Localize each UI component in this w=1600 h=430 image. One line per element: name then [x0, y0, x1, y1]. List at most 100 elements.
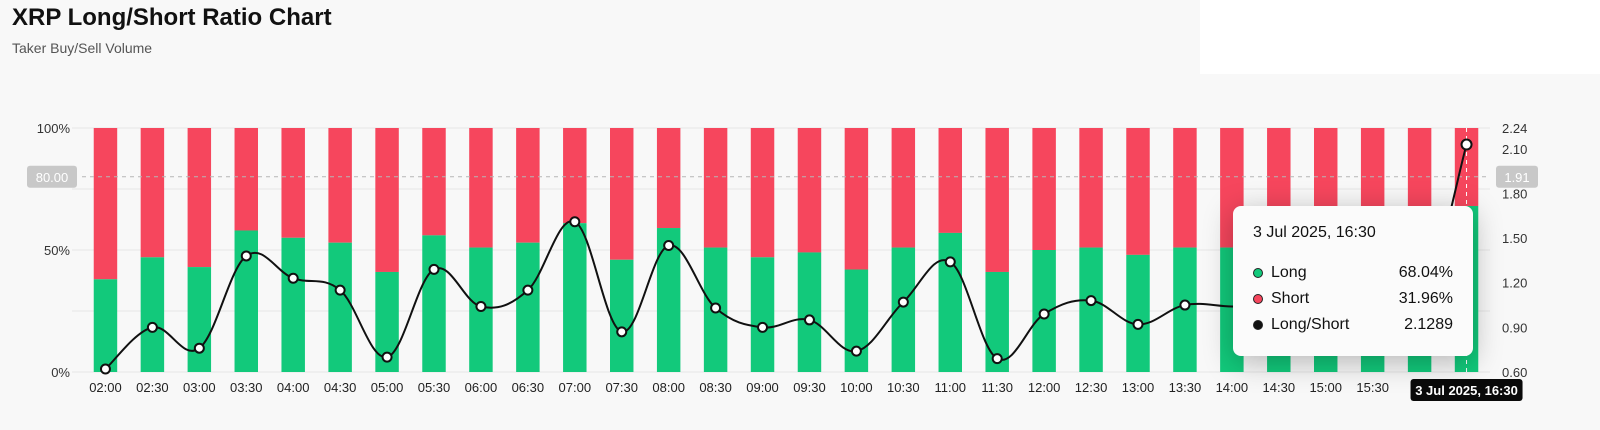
long-bar: [234, 230, 258, 372]
x-axis-tick-label: 15:30: [1356, 380, 1389, 395]
right-axis-tick-label: 2.24: [1502, 121, 1527, 136]
long-bar: [891, 247, 916, 372]
short-bar: [938, 128, 962, 233]
short-bar: [375, 128, 399, 272]
short-bar: [187, 128, 212, 268]
x-axis-tick-label: 02:00: [89, 380, 122, 395]
ratio-point: [240, 250, 252, 262]
x-axis-tick-label: 05:00: [371, 380, 404, 395]
x-axis-tick-label: 03:00: [183, 380, 216, 395]
tooltip-value-ratio: 2.1289: [1404, 316, 1453, 333]
ratio-point: [522, 284, 534, 296]
short-bar: [844, 128, 869, 270]
x-axis-tick-label: 11:30: [981, 380, 1013, 395]
x-axis-tick-label: 11:00: [934, 380, 966, 395]
x-axis-tick-label: 13:30: [1169, 380, 1202, 395]
ratio-point: [663, 240, 675, 252]
short-bar: [1454, 128, 1479, 206]
ratio-point: [1179, 299, 1191, 311]
long-bar: [516, 242, 540, 372]
short-bar: [1126, 128, 1150, 255]
x-axis-tick-label: 08:30: [699, 380, 732, 395]
ratio-point: [1085, 295, 1097, 307]
crosshair-left-label-bg: [27, 165, 77, 188]
short-bar: [1032, 128, 1056, 250]
long-bar: [985, 271, 1009, 372]
right-axis-tick-label: 1.50: [1502, 231, 1527, 246]
tooltip-row-ratio: Long/Short 2.1289: [1253, 312, 1453, 338]
short-bar: [281, 128, 305, 238]
x-axis-tick-label: 02:30: [136, 380, 169, 395]
crosshair-left-label: 80.00: [36, 170, 69, 185]
chart-tooltip: 3 Jul 2025, 16:30 Long 68.04% Short 31.9…: [1233, 206, 1473, 356]
long-bar: [610, 259, 634, 372]
short-bar: [422, 128, 446, 236]
ratio-point: [381, 351, 393, 363]
long-bar: [1126, 254, 1150, 372]
right-axis-tick-label: 1.80: [1502, 186, 1527, 201]
long-bar: [422, 235, 446, 372]
ratio-point: [757, 321, 769, 333]
x-axis-tick-label: 05:30: [418, 380, 451, 395]
x-axis-tick-label: 13:00: [1122, 380, 1155, 395]
tooltip-date: 3 Jul 2025, 16:30: [1253, 224, 1376, 241]
x-axis-tick-label: 06:00: [465, 380, 498, 395]
ratio-point: [850, 345, 862, 357]
ratio-point: [146, 321, 158, 333]
x-axis-tick-label: 08:00: [652, 380, 685, 395]
ratio-point: [334, 284, 346, 296]
x-axis-tick-label: 14:30: [1263, 380, 1296, 395]
left-axis-tick-label: 100%: [37, 121, 71, 136]
short-bar: [797, 128, 822, 253]
tooltip-value-short: 31.96%: [1398, 290, 1453, 307]
x-axis-tick-label: 07:30: [605, 380, 638, 395]
long-bar: [187, 267, 212, 372]
short-bar: [93, 128, 118, 280]
long-bar: [938, 232, 962, 372]
tooltip-row-long: Long 68.04%: [1253, 260, 1453, 286]
x-axis-tick-label: 10:00: [840, 380, 873, 395]
long-bar: [1079, 247, 1103, 372]
x-axis-tick-label: 04:30: [324, 380, 357, 395]
tooltip-label-long: Long: [1271, 264, 1307, 281]
x-axis-tick-label: 06:30: [512, 380, 545, 395]
short-bar: [563, 128, 587, 224]
ratio-point: [193, 342, 205, 354]
ratio-point: [616, 326, 628, 338]
ratio-point: [944, 256, 956, 268]
long-legend-dot: [1253, 268, 1263, 278]
ratio-point: [287, 272, 299, 284]
right-axis-tick-label: 2.10: [1502, 142, 1527, 157]
x-axis-tick-label: 09:00: [746, 380, 779, 395]
long-bar: [281, 237, 305, 372]
short-bar: [1079, 128, 1103, 248]
short-bar: [140, 128, 165, 258]
tooltip-label-ratio: Long/Short: [1271, 316, 1350, 333]
short-bar: [516, 128, 540, 243]
short-bar: [610, 128, 634, 260]
header-right-panel: [1200, 0, 1600, 74]
crosshair-right-label-bg: [1496, 165, 1538, 188]
long-bar: [328, 242, 352, 372]
short-bar: [1173, 128, 1197, 248]
x-axis-tick-label: 15:00: [1309, 380, 1342, 395]
x-axis-tick-label: 12:30: [1075, 380, 1108, 395]
ratio-point: [991, 353, 1003, 365]
page-subtitle: Taker Buy/Sell Volume: [12, 40, 153, 56]
ratio-point: [803, 314, 815, 326]
x-axis-tick-label: 14:00: [1216, 380, 1249, 395]
long-bar: [140, 257, 165, 372]
long-bar: [93, 279, 118, 372]
left-axis-tick-label: 50%: [44, 243, 70, 258]
ratio-point: [475, 301, 487, 313]
tooltip-label-short: Short: [1271, 290, 1310, 307]
short-bar: [985, 128, 1009, 272]
right-axis-tick-label: 0.60: [1502, 365, 1527, 380]
x-axis-tick-label: 07:00: [559, 380, 592, 395]
crosshair-x-label-bg: [1410, 379, 1523, 401]
long-bar: [797, 252, 822, 372]
x-axis-tick-label: 10:30: [887, 380, 920, 395]
long-bar: [844, 269, 869, 372]
short-bar: [891, 128, 916, 248]
